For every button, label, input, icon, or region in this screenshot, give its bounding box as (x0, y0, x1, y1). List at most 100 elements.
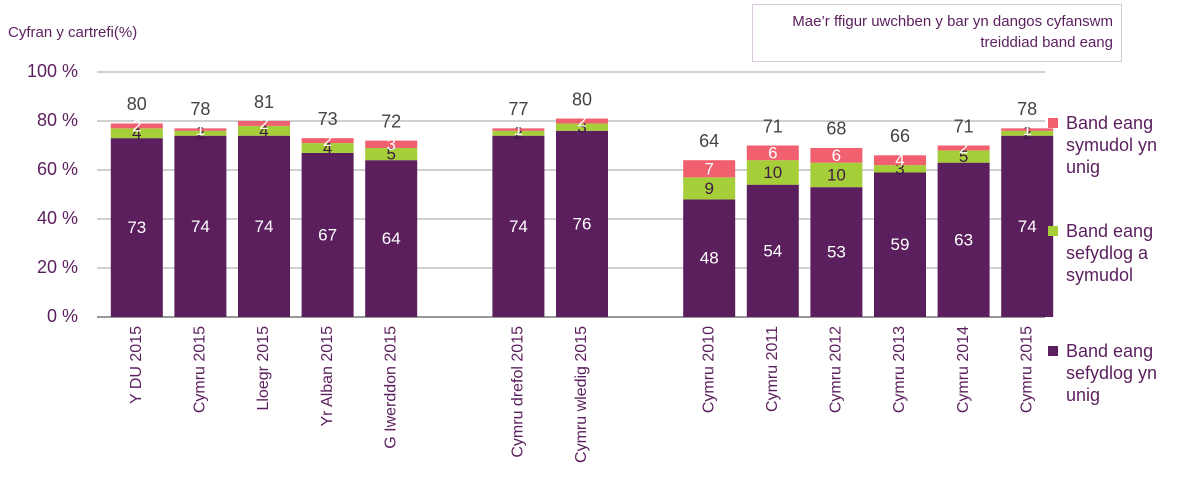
total-label: 64 (699, 131, 719, 151)
total-label: 77 (508, 99, 528, 119)
bar-segment (937, 162, 990, 317)
bar-segment (174, 135, 227, 317)
bar-segment (683, 177, 736, 200)
legend-entry: Band eang sefydlog yn unig (1048, 340, 1183, 406)
bar-segment (365, 160, 418, 317)
bar-segment (238, 121, 290, 126)
value-label: 10 (763, 163, 782, 182)
value-label: 3 (895, 159, 904, 178)
bar-segment (810, 147, 863, 163)
x-tick-label: Cymru 2014 (955, 326, 972, 413)
legend-swatch (1048, 118, 1058, 128)
value-label: 74 (1018, 217, 1037, 236)
bar-segment (810, 187, 863, 317)
value-label: 1 (514, 120, 523, 139)
total-label: 78 (1017, 99, 1037, 119)
value-label: 2 (196, 124, 205, 143)
total-label: 73 (318, 109, 338, 129)
bar-segment (110, 123, 163, 129)
value-label: 54 (763, 241, 782, 260)
bar-segment (365, 140, 418, 148)
bar-segment (492, 135, 545, 317)
value-label: 9 (704, 179, 713, 198)
bar-segment (174, 128, 227, 131)
bar-segment (238, 135, 290, 317)
value-label: 2 (577, 111, 586, 130)
legend-entry: Band eang symudol yn unig (1048, 112, 1183, 178)
bar-segment (683, 160, 736, 178)
total-label: 80 (572, 89, 592, 109)
x-tick-label: Cymru 2011 (764, 326, 781, 412)
value-label: 7 (704, 159, 713, 178)
value-label: 5 (959, 147, 968, 166)
x-tick-label: Cymru 2012 (828, 326, 845, 413)
value-label: 74 (255, 217, 274, 236)
value-label: 1 (1022, 120, 1031, 139)
bar-segment (556, 118, 608, 124)
x-tick-label: Cymru drefol 2015 (510, 326, 527, 458)
value-label: 4 (323, 138, 332, 157)
y-tick-label: 0 % (47, 306, 78, 326)
total-label: 66 (890, 126, 910, 146)
bar-segment (874, 155, 926, 166)
value-label: 4 (259, 121, 268, 140)
y-tick-label: 20 % (37, 257, 78, 277)
y-tick-label: 60 % (37, 159, 78, 179)
bar-segment (683, 199, 736, 317)
bar-segment (301, 143, 354, 153)
total-label: 78 (190, 99, 210, 119)
bar-segment (174, 130, 227, 136)
bar-segment (556, 123, 608, 131)
x-tick-label: Cymru wledig 2015 (573, 326, 590, 463)
value-label: 3 (386, 135, 395, 154)
value-label: 6 (768, 143, 777, 162)
bar-segment (746, 184, 799, 317)
bar-segment (365, 147, 418, 161)
total-label: 81 (254, 92, 274, 112)
legend-label: Band eang sefydlog yn unig (1066, 341, 1158, 405)
bar-segment (746, 145, 799, 161)
value-label: 59 (891, 235, 910, 254)
bar-segment (937, 150, 990, 163)
bar-segment (301, 138, 354, 144)
bar-segment (301, 152, 354, 317)
bar-segment (556, 130, 608, 317)
total-label: 80 (127, 94, 147, 114)
bar-segment (110, 138, 163, 317)
value-label: 63 (954, 230, 973, 249)
legend-entry: Band eang sefydlog a symudol (1048, 220, 1183, 286)
annotation: Mae’r ffigur uwchben y bar yn dangos cyf… (752, 4, 1122, 62)
value-label: 64 (382, 229, 401, 248)
value-label: 76 (573, 214, 592, 233)
value-label: 2 (259, 114, 268, 133)
bar-segment (110, 128, 163, 139)
value-label: 2 (514, 124, 523, 143)
x-tick-label: G Iwerddon 2015 (382, 326, 399, 449)
bar-segment (874, 165, 926, 173)
value-label: 10 (827, 165, 846, 184)
x-tick-label: Yr Alban 2015 (319, 326, 336, 427)
x-tick-label: Y DU 2015 (128, 326, 145, 404)
x-tick-label: Cymru 2010 (700, 326, 717, 413)
x-tick-label: Cymru 2015 (1018, 326, 1035, 413)
total-label: 71 (954, 116, 974, 136)
value-label: 1 (196, 120, 205, 139)
legend-label: Band eang symudol yn unig (1066, 113, 1158, 177)
bar-segment (937, 145, 990, 151)
bar-segment (1001, 130, 1054, 136)
x-tick-label: Lloegr 2015 (255, 326, 272, 411)
legend-swatch (1048, 226, 1058, 236)
value-label: 2 (1022, 124, 1031, 143)
value-label: 2 (959, 138, 968, 157)
bar-segment (874, 172, 926, 317)
value-label: 2 (323, 131, 332, 150)
legend-swatch (1048, 346, 1058, 356)
value-label: 73 (127, 218, 146, 237)
y-tick-label: 40 % (37, 208, 78, 228)
bar-segment (1001, 128, 1054, 131)
value-label: 74 (191, 217, 210, 236)
value-label: 5 (386, 145, 395, 164)
y-axis-label: Cyfran y cartrefi(%) (8, 24, 137, 41)
